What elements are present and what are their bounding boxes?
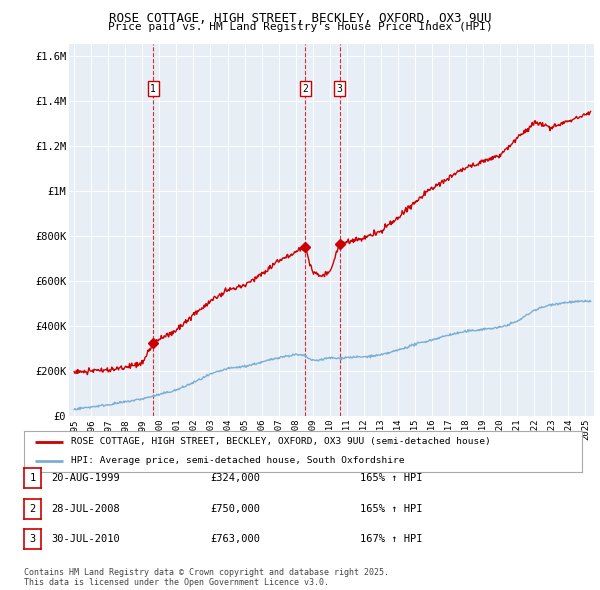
- Text: 28-JUL-2008: 28-JUL-2008: [51, 504, 120, 513]
- Text: ROSE COTTAGE, HIGH STREET, BECKLEY, OXFORD, OX3 9UU: ROSE COTTAGE, HIGH STREET, BECKLEY, OXFO…: [109, 12, 491, 25]
- Text: 165% ↑ HPI: 165% ↑ HPI: [360, 504, 422, 513]
- Text: 20-AUG-1999: 20-AUG-1999: [51, 473, 120, 483]
- Text: ROSE COTTAGE, HIGH STREET, BECKLEY, OXFORD, OX3 9UU (semi-detached house): ROSE COTTAGE, HIGH STREET, BECKLEY, OXFO…: [71, 437, 491, 447]
- Text: 1: 1: [29, 473, 35, 483]
- Text: 167% ↑ HPI: 167% ↑ HPI: [360, 535, 422, 544]
- Text: £750,000: £750,000: [210, 504, 260, 513]
- Text: £763,000: £763,000: [210, 535, 260, 544]
- Text: 3: 3: [337, 84, 343, 94]
- Text: 165% ↑ HPI: 165% ↑ HPI: [360, 473, 422, 483]
- Text: 2: 2: [302, 84, 308, 94]
- Text: 1: 1: [150, 84, 156, 94]
- Text: 3: 3: [29, 535, 35, 544]
- Text: 30-JUL-2010: 30-JUL-2010: [51, 535, 120, 544]
- Text: Contains HM Land Registry data © Crown copyright and database right 2025.
This d: Contains HM Land Registry data © Crown c…: [24, 568, 389, 587]
- Text: Price paid vs. HM Land Registry's House Price Index (HPI): Price paid vs. HM Land Registry's House …: [107, 22, 493, 32]
- Text: 2: 2: [29, 504, 35, 513]
- Text: HPI: Average price, semi-detached house, South Oxfordshire: HPI: Average price, semi-detached house,…: [71, 456, 405, 466]
- Text: £324,000: £324,000: [210, 473, 260, 483]
